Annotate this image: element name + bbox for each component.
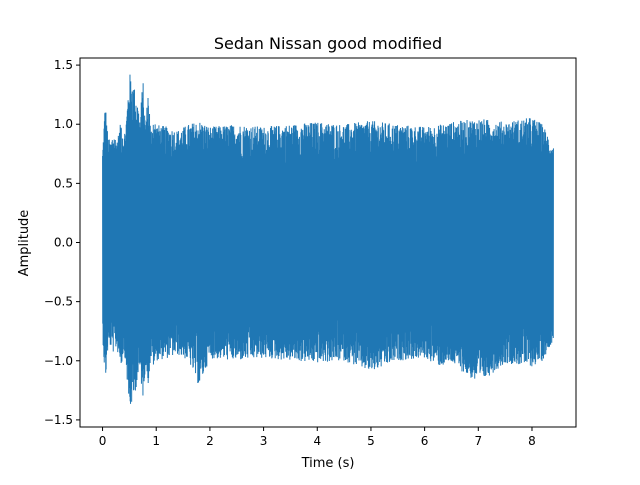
y-axis-ticks: −1.5 −1.0 −0.5 0.0 0.5 1.0 1.5: [44, 58, 80, 427]
y-axis-label: Amplitude: [17, 210, 32, 277]
x-tick-label: 0: [99, 434, 107, 448]
plot-area: [102, 74, 554, 404]
waveform-line: [102, 74, 554, 404]
y-tick-label: −0.5: [44, 295, 73, 309]
x-tick-label: 6: [421, 434, 429, 448]
y-tick-label: 0.0: [54, 236, 73, 250]
y-tick-label: 1.5: [54, 58, 73, 72]
x-tick-label: 1: [152, 434, 160, 448]
y-tick-label: −1.5: [44, 413, 73, 427]
x-axis-label: Time (s): [301, 456, 355, 471]
x-tick-label: 8: [528, 434, 536, 448]
y-tick-label: 1.0: [54, 117, 73, 131]
y-tick-label: 0.5: [54, 176, 73, 190]
chart-title: Sedan Nissan good modified: [214, 34, 442, 53]
y-tick-label: −1.0: [44, 354, 73, 368]
x-tick-label: 5: [367, 434, 375, 448]
x-tick-label: 3: [260, 434, 268, 448]
x-tick-label: 7: [474, 434, 482, 448]
x-tick-label: 2: [206, 434, 214, 448]
x-axis-ticks: 0 1 2 3 4 5 6 7 8: [99, 427, 536, 448]
x-tick-label: 4: [313, 434, 321, 448]
